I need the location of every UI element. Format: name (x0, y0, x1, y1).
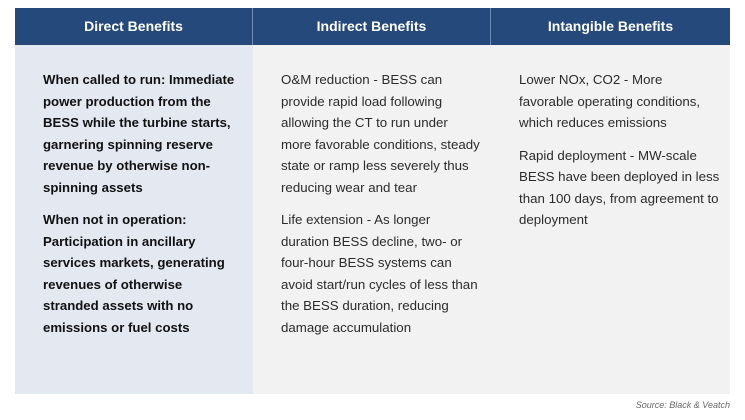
direct-benefit-not-in-operation: When not in operation: Participation in … (43, 212, 225, 335)
intangible-benefit-rapid-deployment: Rapid deployment - MW-scale BESS have be… (519, 147, 720, 228)
intangible-benefits-column: Lower NOx, CO2 - More favorable operatin… (491, 45, 730, 394)
direct-benefit-when-called: When called to run: Immediate power prod… (43, 72, 235, 195)
indirect-benefit-life-extension: Life extension - As longer duration BESS… (281, 212, 478, 335)
benefits-table: Direct Benefits Indirect Benefits Intang… (15, 8, 730, 394)
source-caption: Source: Black & Veatch (635, 400, 730, 410)
indirect-benefits-column: O&M reduction - BESS can provide rapid l… (253, 45, 491, 394)
header-intangible-benefits: Intangible Benefits (547, 18, 674, 34)
header-indirect-benefits: Indirect Benefits (253, 8, 491, 45)
indirect-benefit-om-reduction: O&M reduction - BESS can provide rapid l… (281, 72, 480, 195)
direct-benefits-column: When called to run: Immediate power prod… (15, 45, 253, 394)
table-header-row: Direct Benefits Indirect Benefits Intang… (15, 8, 730, 45)
table-body-row: When called to run: Immediate power prod… (15, 45, 730, 394)
header-direct-benefits: Direct Benefits (15, 8, 253, 45)
intangible-benefit-emissions: Lower NOx, CO2 - More favorable operatin… (519, 72, 701, 130)
